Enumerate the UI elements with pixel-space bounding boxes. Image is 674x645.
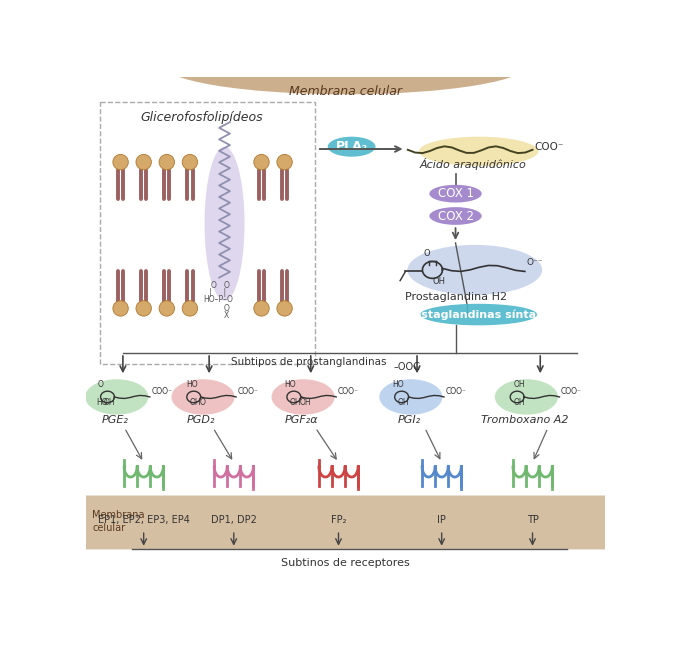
Text: OH: OH xyxy=(433,277,446,286)
Text: COX 2: COX 2 xyxy=(437,210,474,223)
Text: OH: OH xyxy=(290,399,301,408)
Circle shape xyxy=(113,301,128,316)
Circle shape xyxy=(277,301,293,316)
Ellipse shape xyxy=(495,379,558,415)
Text: COO⁻: COO⁻ xyxy=(446,387,466,396)
Text: PGE₂: PGE₂ xyxy=(102,415,129,424)
Ellipse shape xyxy=(379,379,442,415)
Text: IP: IP xyxy=(437,515,446,525)
Text: O⁻⁻: O⁻⁻ xyxy=(526,258,543,267)
Text: Membrana
celular: Membrana celular xyxy=(92,510,145,533)
Text: OH: OH xyxy=(514,399,525,408)
Ellipse shape xyxy=(272,379,335,415)
Text: COX 1: COX 1 xyxy=(437,187,474,200)
Text: PGF₂α: PGF₂α xyxy=(284,415,318,424)
Text: OH: OH xyxy=(104,399,115,408)
Text: –OOC: –OOC xyxy=(394,362,421,372)
Text: PGD₂: PGD₂ xyxy=(187,415,216,424)
Text: |     |: | | xyxy=(209,288,226,297)
Text: Glicerofosfolipídeos: Glicerofosfolipídeos xyxy=(140,111,263,124)
Text: TP: TP xyxy=(526,515,539,525)
Ellipse shape xyxy=(204,146,245,301)
Text: PGI₂: PGI₂ xyxy=(398,415,421,424)
Circle shape xyxy=(159,301,175,316)
Text: COO⁻: COO⁻ xyxy=(238,387,259,396)
Text: COO⁻: COO⁻ xyxy=(534,143,563,152)
Ellipse shape xyxy=(85,379,148,415)
Circle shape xyxy=(277,154,293,170)
Text: O   O: O O xyxy=(211,281,230,290)
Text: X: X xyxy=(224,312,229,321)
Text: Subtipos de prostanglandinas: Subtipos de prostanglandinas xyxy=(231,357,387,367)
Text: Subtinos de receptores: Subtinos de receptores xyxy=(281,557,410,568)
Text: O: O xyxy=(224,304,230,313)
Text: OH: OH xyxy=(398,399,409,408)
Text: EP1, EP2, EP3, EP4: EP1, EP2, EP3, EP4 xyxy=(98,515,189,525)
Ellipse shape xyxy=(171,379,235,415)
Text: OH: OH xyxy=(190,399,202,408)
Text: Prostaglandinas síntases: Prostaglandinas síntases xyxy=(400,310,557,320)
Text: HO: HO xyxy=(284,380,296,389)
Ellipse shape xyxy=(419,137,539,166)
Text: OH: OH xyxy=(300,399,311,408)
Text: Prostaglandina H2: Prostaglandina H2 xyxy=(406,292,508,302)
Text: COO⁻: COO⁻ xyxy=(561,387,582,396)
Bar xyxy=(100,102,315,364)
Circle shape xyxy=(136,301,152,316)
Ellipse shape xyxy=(420,304,537,325)
Text: O: O xyxy=(423,249,430,258)
Text: FP₂: FP₂ xyxy=(331,515,346,525)
Circle shape xyxy=(254,154,269,170)
Text: Membrana celular: Membrana celular xyxy=(289,84,402,98)
Text: HO: HO xyxy=(392,380,404,389)
Circle shape xyxy=(159,154,175,170)
Text: Tromboxano A2: Tromboxano A2 xyxy=(481,415,569,424)
Text: O: O xyxy=(200,398,206,406)
Ellipse shape xyxy=(160,33,530,94)
Text: COO⁻: COO⁻ xyxy=(338,387,359,396)
Ellipse shape xyxy=(429,207,482,225)
Text: HO: HO xyxy=(96,398,109,406)
Text: PLA₂: PLA₂ xyxy=(336,140,367,154)
Text: O: O xyxy=(98,380,103,389)
Text: DP1, DP2: DP1, DP2 xyxy=(211,515,257,525)
Circle shape xyxy=(182,154,197,170)
Text: Ácido araquidônico: Ácido araquidônico xyxy=(420,159,526,170)
Circle shape xyxy=(113,154,128,170)
Text: OH: OH xyxy=(514,380,525,389)
Ellipse shape xyxy=(429,185,482,203)
Circle shape xyxy=(182,301,197,316)
Ellipse shape xyxy=(328,137,375,157)
Circle shape xyxy=(136,154,152,170)
FancyBboxPatch shape xyxy=(78,495,617,550)
Text: COO⁻: COO⁻ xyxy=(152,387,173,396)
Circle shape xyxy=(254,301,269,316)
Text: HO–P–O: HO–P–O xyxy=(203,295,233,304)
Text: HO: HO xyxy=(186,380,197,389)
Ellipse shape xyxy=(407,245,542,295)
